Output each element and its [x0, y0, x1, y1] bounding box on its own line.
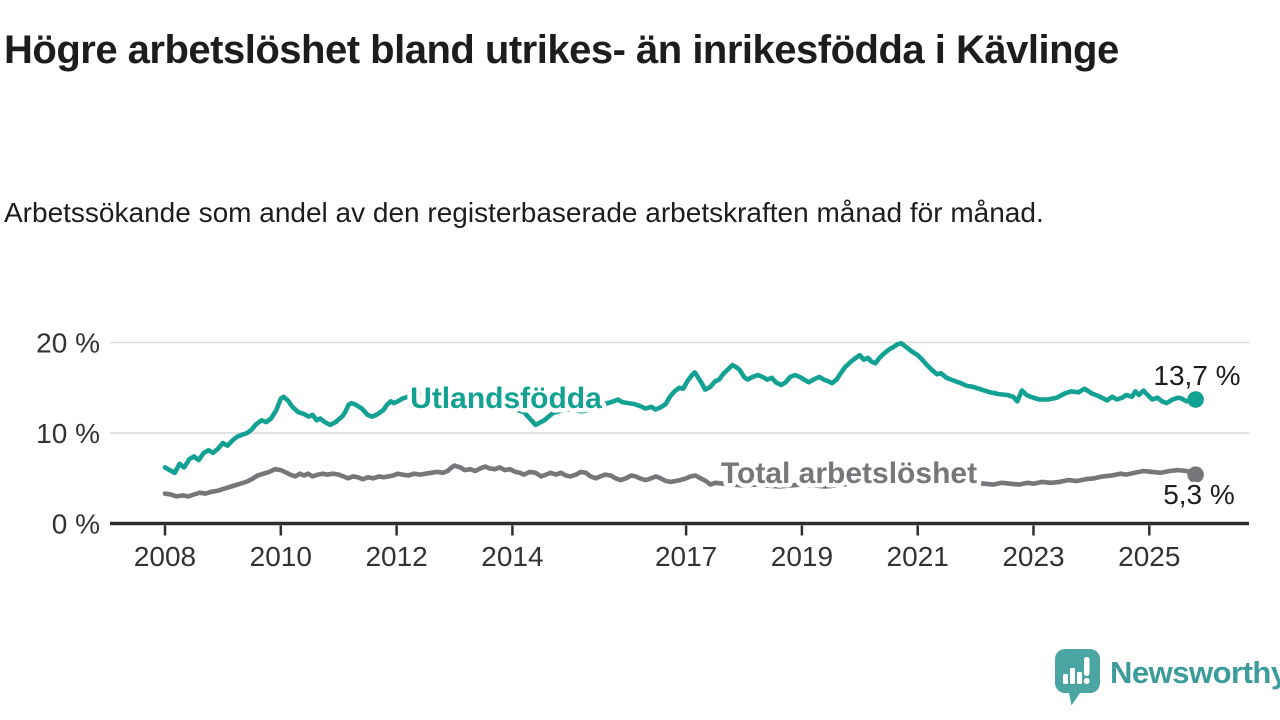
- x-axis-tick-label: 2012: [365, 541, 427, 572]
- y-axis-tick-label: 20 %: [36, 328, 100, 359]
- x-axis-tick-label: 2014: [481, 541, 543, 572]
- x-axis-tick-label: 2008: [134, 541, 196, 572]
- page-title: Högre arbetslöshet bland utrikes- än inr…: [4, 28, 1119, 72]
- y-axis-tick-label: 10 %: [36, 418, 100, 449]
- newsworthy-logo: Newsworthy: [1054, 648, 1280, 706]
- x-axis-tick-label: 2023: [1002, 541, 1064, 572]
- x-axis-tick-label: 2021: [887, 541, 949, 572]
- series-end-value-label: 13,7 %: [1153, 360, 1240, 391]
- newsworthy-wordmark: Newsworthy: [1110, 655, 1280, 690]
- x-axis-tick-label: 2017: [655, 541, 717, 572]
- series-label: Total arbetslöshet: [721, 457, 977, 490]
- x-axis-tick-label: 2010: [250, 541, 312, 572]
- series-line-total: [162, 463, 1198, 499]
- x-axis-tick-label: 2025: [1118, 541, 1180, 572]
- series-label: Utlandsfödda: [410, 382, 602, 415]
- series-end-value-label: 5,3 %: [1163, 479, 1235, 510]
- series-end-dot: [1187, 391, 1204, 408]
- series-end-dot: [1187, 466, 1204, 483]
- series-line-utlandsfodda: [162, 341, 1198, 476]
- chart-subtitle: Arbetssökande som andel av den registerb…: [4, 197, 1044, 228]
- x-axis-tick-label: 2019: [771, 541, 833, 572]
- bar-chart-speech-bubble-icon: [1055, 649, 1100, 706]
- y-axis-tick-label: 0 %: [52, 509, 100, 540]
